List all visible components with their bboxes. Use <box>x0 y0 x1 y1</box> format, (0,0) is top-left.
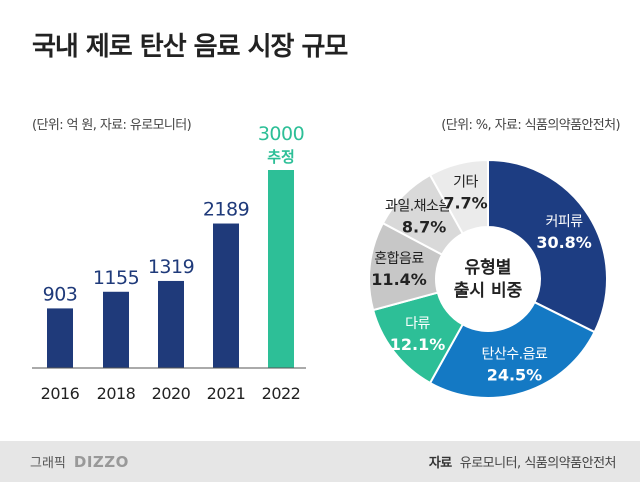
pie-slice-value-2: 24.5% <box>487 365 543 384</box>
pie-slice-name-5: 과일.채소음료 <box>385 198 464 214</box>
pie-slice-value-6: 7.7% <box>443 193 487 212</box>
graphic-credit: 그래픽 DIZZO <box>30 452 129 471</box>
footer-bar <box>0 441 640 482</box>
pie-slice-4 <box>368 221 444 312</box>
pie-slice-name-3: 다류 <box>405 316 430 332</box>
donut-center-label-line1: 유형별 <box>465 257 512 278</box>
pie-slice-2 <box>428 300 596 399</box>
bar-2018 <box>103 291 129 368</box>
pie-slice-value-4: 11.4% <box>371 270 427 289</box>
credit-label: 그래픽 <box>30 456 66 471</box>
pie-slice-name-6: 기타 <box>453 174 478 190</box>
bar-chart: 903 2016 1155 2018 1319 2020 2189 2021 3000 추정 202… <box>32 123 306 403</box>
bar-2020 <box>158 280 184 368</box>
source-note: 자료 유로모니터, 식품의약품안전처 <box>428 452 617 471</box>
bar-value-label-2022: 3000 <box>258 123 304 145</box>
pie-slice-name-2: 탄산수.음료 <box>482 346 548 362</box>
bar-chart-unit-note: (단위: 억 원, 자료: 유로모니터) <box>32 118 192 133</box>
donut-center-label-line2: 출시 비중 <box>454 281 523 301</box>
bar-value-label-2020: 1319 <box>148 256 194 278</box>
bar-2021 <box>213 223 239 368</box>
x-tick-label-2016: 2016 <box>41 384 80 403</box>
source-label: 자료 <box>428 456 452 471</box>
pie-slice-3 <box>371 291 465 385</box>
bar-value-label-2018: 1155 <box>93 267 139 289</box>
pie-slice-6 <box>428 158 489 235</box>
page-title: 국내 제로 탄산 음료 시장 규모 <box>32 32 348 62</box>
x-tick-label-2021: 2021 <box>207 384 246 403</box>
x-tick-label-2020: 2020 <box>152 384 191 403</box>
pie-slice-value-1: 30.8% <box>536 233 592 252</box>
pie-slice-1 <box>487 158 608 334</box>
pie-slice-5 <box>381 173 465 256</box>
pie-slice-value-3: 12.1% <box>390 335 446 354</box>
pie-slice-name-1: 커피류 <box>546 214 584 230</box>
estimate-label: 추정 <box>267 148 295 166</box>
bar-2016 <box>47 308 73 368</box>
x-tick-label-2018: 2018 <box>97 384 136 403</box>
x-tick-label-2022: 2022 <box>262 384 301 403</box>
donut-center <box>437 228 539 330</box>
pie-chart-unit-note: (단위: %, 자료: 식품의약품안전처) <box>441 118 620 133</box>
bar-value-label-2021: 2189 <box>203 199 249 221</box>
bar-2022 <box>268 170 294 368</box>
pie-slice-name-4: 혼합음료 <box>374 251 424 267</box>
source-text: 유로모니터, 식품의약품안전처 <box>459 456 617 471</box>
dizzo-logo: DIZZO <box>73 453 129 471</box>
bar-value-label-2016: 903 <box>43 283 78 305</box>
pie-slice-value-5: 8.7% <box>402 217 446 236</box>
